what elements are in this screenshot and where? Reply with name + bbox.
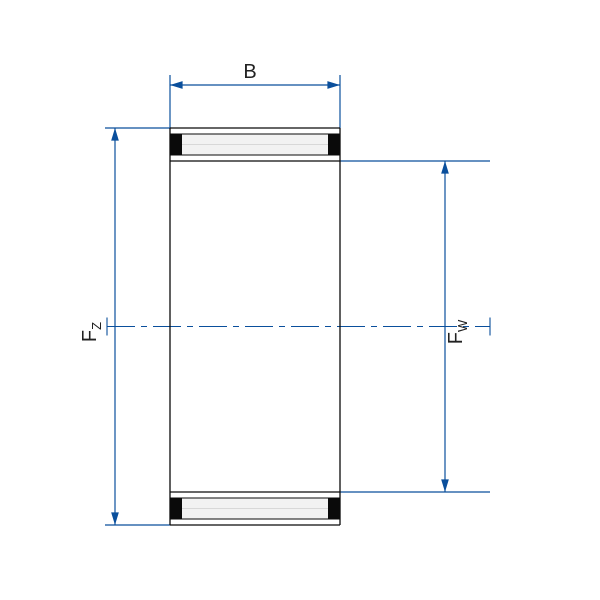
label-b: B xyxy=(243,61,256,83)
